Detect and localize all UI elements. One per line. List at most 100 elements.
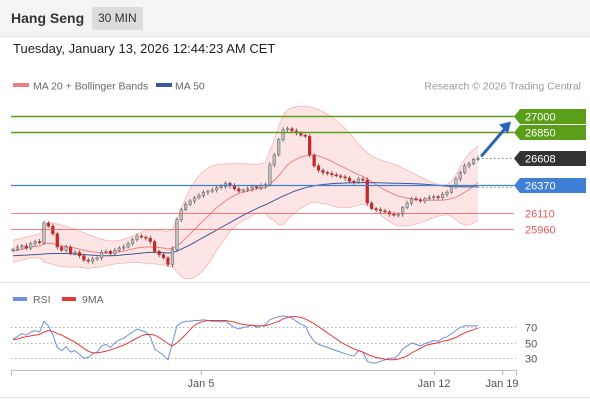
candle-down	[299, 132, 303, 136]
candle-down	[334, 174, 338, 177]
candle-up	[33, 241, 37, 244]
candle-down	[148, 237, 152, 242]
candle-down	[237, 188, 241, 192]
timeframe-button[interactable]: 30 MIN	[92, 7, 143, 30]
candle-down	[330, 173, 334, 175]
candle-up	[206, 190, 210, 193]
candle-down	[82, 255, 86, 261]
x-tick-label-2: Jan 19	[485, 378, 518, 390]
support-label-26110: 26110	[525, 209, 555, 221]
ma20-line	[12, 154, 479, 254]
candle-down	[352, 180, 356, 183]
candle-up	[401, 207, 405, 215]
candle-up	[440, 194, 445, 198]
candle-up	[285, 128, 290, 131]
ma50-legend-swatch	[156, 83, 172, 87]
price-tag-26608: 26608	[514, 151, 586, 166]
price-tag-box	[514, 151, 586, 166]
candle-up	[188, 200, 192, 205]
candle-up	[130, 239, 135, 244]
bollinger-lower-line	[12, 201, 479, 280]
rsi-ma-line	[12, 316, 479, 361]
candle-up	[99, 252, 104, 259]
ma20-legend-swatch	[13, 83, 29, 87]
candle-down	[68, 246, 73, 254]
candle-up	[11, 248, 15, 251]
candle-up	[449, 186, 454, 193]
candle-down	[343, 176, 347, 179]
candle-down	[157, 251, 161, 255]
x-tick-label-1: Jan 12	[417, 378, 450, 390]
candle-up	[277, 139, 281, 156]
x-tick-label-0: Jan 5	[188, 378, 215, 390]
candle-up	[126, 243, 130, 248]
candle-up	[184, 203, 188, 210]
support-label-25960: 25960	[525, 225, 556, 237]
rsi-ma-legend-swatch	[62, 297, 76, 301]
candle-up	[445, 191, 449, 195]
candle-up	[15, 246, 20, 250]
ma50-line	[12, 182, 479, 257]
candle-up	[423, 198, 427, 202]
candle-up	[29, 243, 33, 249]
candle-down	[166, 257, 170, 265]
price-tag-26850: 26850	[514, 125, 586, 140]
candle-down	[361, 178, 365, 181]
candle-up	[215, 187, 219, 191]
candle-down	[144, 236, 148, 239]
x-axis: Jan 5 Jan 12 Jan 19	[188, 370, 519, 390]
candle-down	[46, 222, 51, 227]
price-plot-area	[11, 105, 480, 280]
candle-down	[436, 196, 440, 198]
rsi-legend-swatch	[13, 297, 27, 301]
price-tag-box	[514, 125, 586, 140]
candle-down	[347, 177, 352, 182]
rsi-tick-70: 70	[525, 323, 537, 335]
chart-header: Hang Seng 30 MIN	[0, 0, 590, 37]
candle-down	[374, 208, 378, 210]
candle-down	[316, 165, 321, 171]
candle-up	[197, 195, 201, 198]
rsi-plot-area: 30 50 70	[11, 315, 537, 366]
candle-up	[91, 258, 95, 262]
price-tag-label: 26370	[525, 181, 556, 193]
candle-down	[387, 211, 392, 215]
rsi-tick-30: 30	[525, 354, 537, 366]
symbol-title: Hang Seng	[11, 10, 85, 26]
chart-datetime: Tuesday, January 13, 2026 12:44:23 AM CE…	[13, 41, 276, 56]
bollinger-upper-line	[12, 105, 479, 242]
candle-up	[272, 154, 276, 166]
candle-down	[383, 210, 387, 213]
candle-down	[370, 202, 374, 209]
copyright-text: Research © 2026 Trading Central	[424, 81, 581, 93]
candle-up	[73, 252, 77, 254]
candle-up	[20, 245, 24, 248]
candle-up	[210, 189, 214, 192]
candle-down	[308, 136, 312, 156]
candle-down	[365, 179, 369, 204]
candle-up	[219, 186, 223, 189]
candle-up	[458, 172, 462, 180]
candle-up	[95, 257, 99, 260]
candle-up	[246, 188, 250, 191]
candle-down	[418, 199, 423, 202]
rsi-tick-50: 50	[525, 339, 537, 351]
candle-down	[24, 245, 28, 249]
candle-up	[476, 158, 480, 160]
candle-down	[325, 172, 330, 174]
candle-down	[153, 241, 157, 252]
candle-down	[37, 241, 42, 243]
candle-up	[122, 246, 126, 249]
candle-up	[467, 163, 471, 167]
candle-up	[241, 189, 245, 192]
candle-up	[175, 219, 179, 250]
candle-down	[55, 233, 59, 248]
candle-down	[339, 175, 343, 178]
price-tag-label: 27000	[525, 112, 556, 124]
bollinger-band-area	[13, 106, 478, 279]
candle-up	[454, 178, 458, 187]
candle-up	[471, 159, 476, 164]
candle-down	[108, 251, 113, 254]
candle-down	[414, 198, 418, 201]
price-tag-27000: 27000	[514, 109, 586, 124]
